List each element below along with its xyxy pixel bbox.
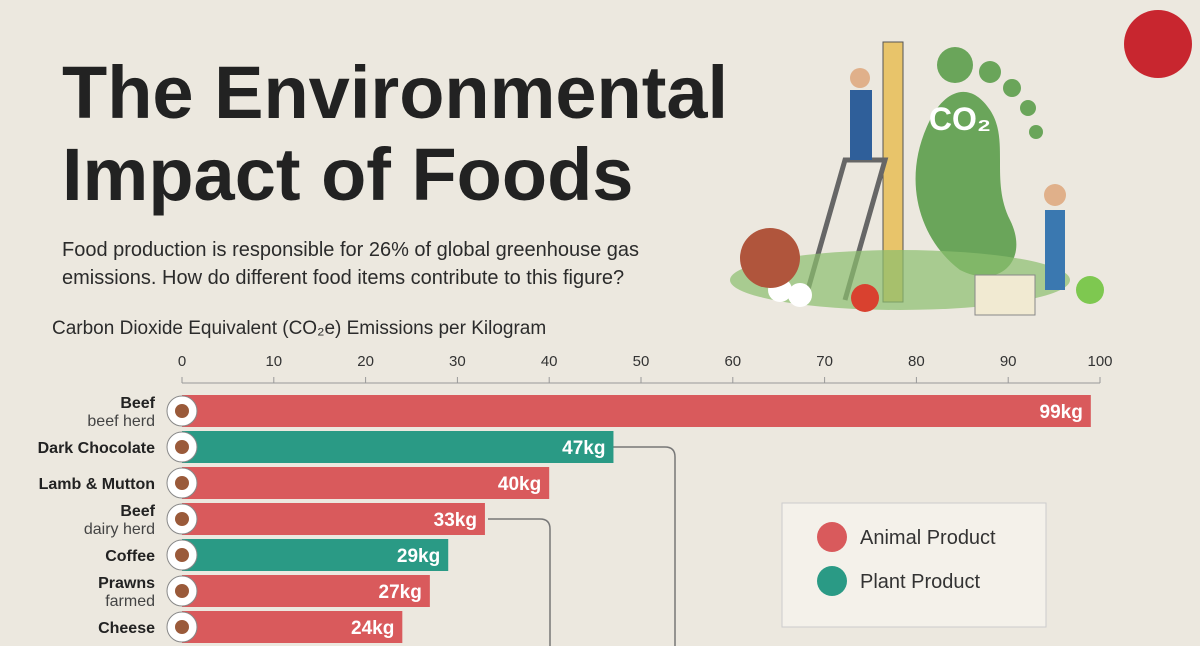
value-label: 33kg <box>434 510 477 531</box>
icon-glyph <box>175 512 189 526</box>
illustration-label: CO₂ <box>929 101 991 137</box>
category-note: farmed <box>105 593 155 610</box>
value-label: 40kg <box>498 474 541 495</box>
x-tick-label: 10 <box>265 353 282 370</box>
icon-glyph <box>175 584 189 598</box>
legend-swatch <box>817 522 847 552</box>
x-tick-label: 60 <box>724 353 741 370</box>
bar <box>182 467 550 499</box>
legend-label: Animal Product <box>860 527 996 549</box>
icon-glyph <box>175 548 189 562</box>
illustration <box>730 41 1104 316</box>
value-label: 47kg <box>562 438 605 459</box>
value-label: 29kg <box>397 546 440 567</box>
category-label: Prawns <box>98 575 155 592</box>
value-label: 99kg <box>1040 402 1083 423</box>
bar <box>182 431 614 463</box>
x-tick-label: 70 <box>816 353 833 370</box>
subtitle: Food production is responsible for 26% o… <box>62 239 640 289</box>
category-label: Dark Chocolate <box>38 440 155 457</box>
icon-glyph <box>175 440 189 454</box>
icon-glyph <box>175 620 189 634</box>
axis-title: Carbon Dioxide Equivalent (CO₂e) Emissio… <box>52 318 546 339</box>
icon-glyph <box>175 404 189 418</box>
category-label: Coffee <box>105 548 155 565</box>
value-label: 24kg <box>351 618 394 639</box>
category-note: dairy herd <box>84 521 155 538</box>
bar <box>182 539 449 571</box>
x-tick-label: 0 <box>178 353 186 370</box>
x-tick-label: 80 <box>908 353 925 370</box>
bar <box>182 575 430 607</box>
bar <box>182 611 403 643</box>
value-label: 27kg <box>379 582 422 603</box>
title-line: Impact of Foods <box>62 133 633 216</box>
x-tick-label: 90 <box>1000 353 1017 370</box>
category-label: Beef <box>120 503 155 520</box>
icon-glyph <box>175 476 189 490</box>
x-tick-label: 20 <box>357 353 374 370</box>
legend-box <box>781 502 1047 628</box>
connectors <box>488 446 676 646</box>
bar <box>182 503 485 535</box>
category-label: Lamb & Mutton <box>39 476 155 493</box>
category-label: Cheese <box>98 620 155 637</box>
bar <box>182 395 1091 427</box>
logo <box>1124 10 1192 78</box>
title-line: The Environmental <box>62 51 728 134</box>
x-tick-label: 100 <box>1087 353 1112 370</box>
x-tick-label: 40 <box>541 353 558 370</box>
x-tick-label: 50 <box>633 353 650 370</box>
x-tick-label: 30 <box>449 353 466 370</box>
category-note: beef herd <box>87 413 155 430</box>
legend-label: Plant Product <box>860 571 981 593</box>
legend-swatch <box>817 566 847 596</box>
category-label: Beef <box>120 395 155 412</box>
